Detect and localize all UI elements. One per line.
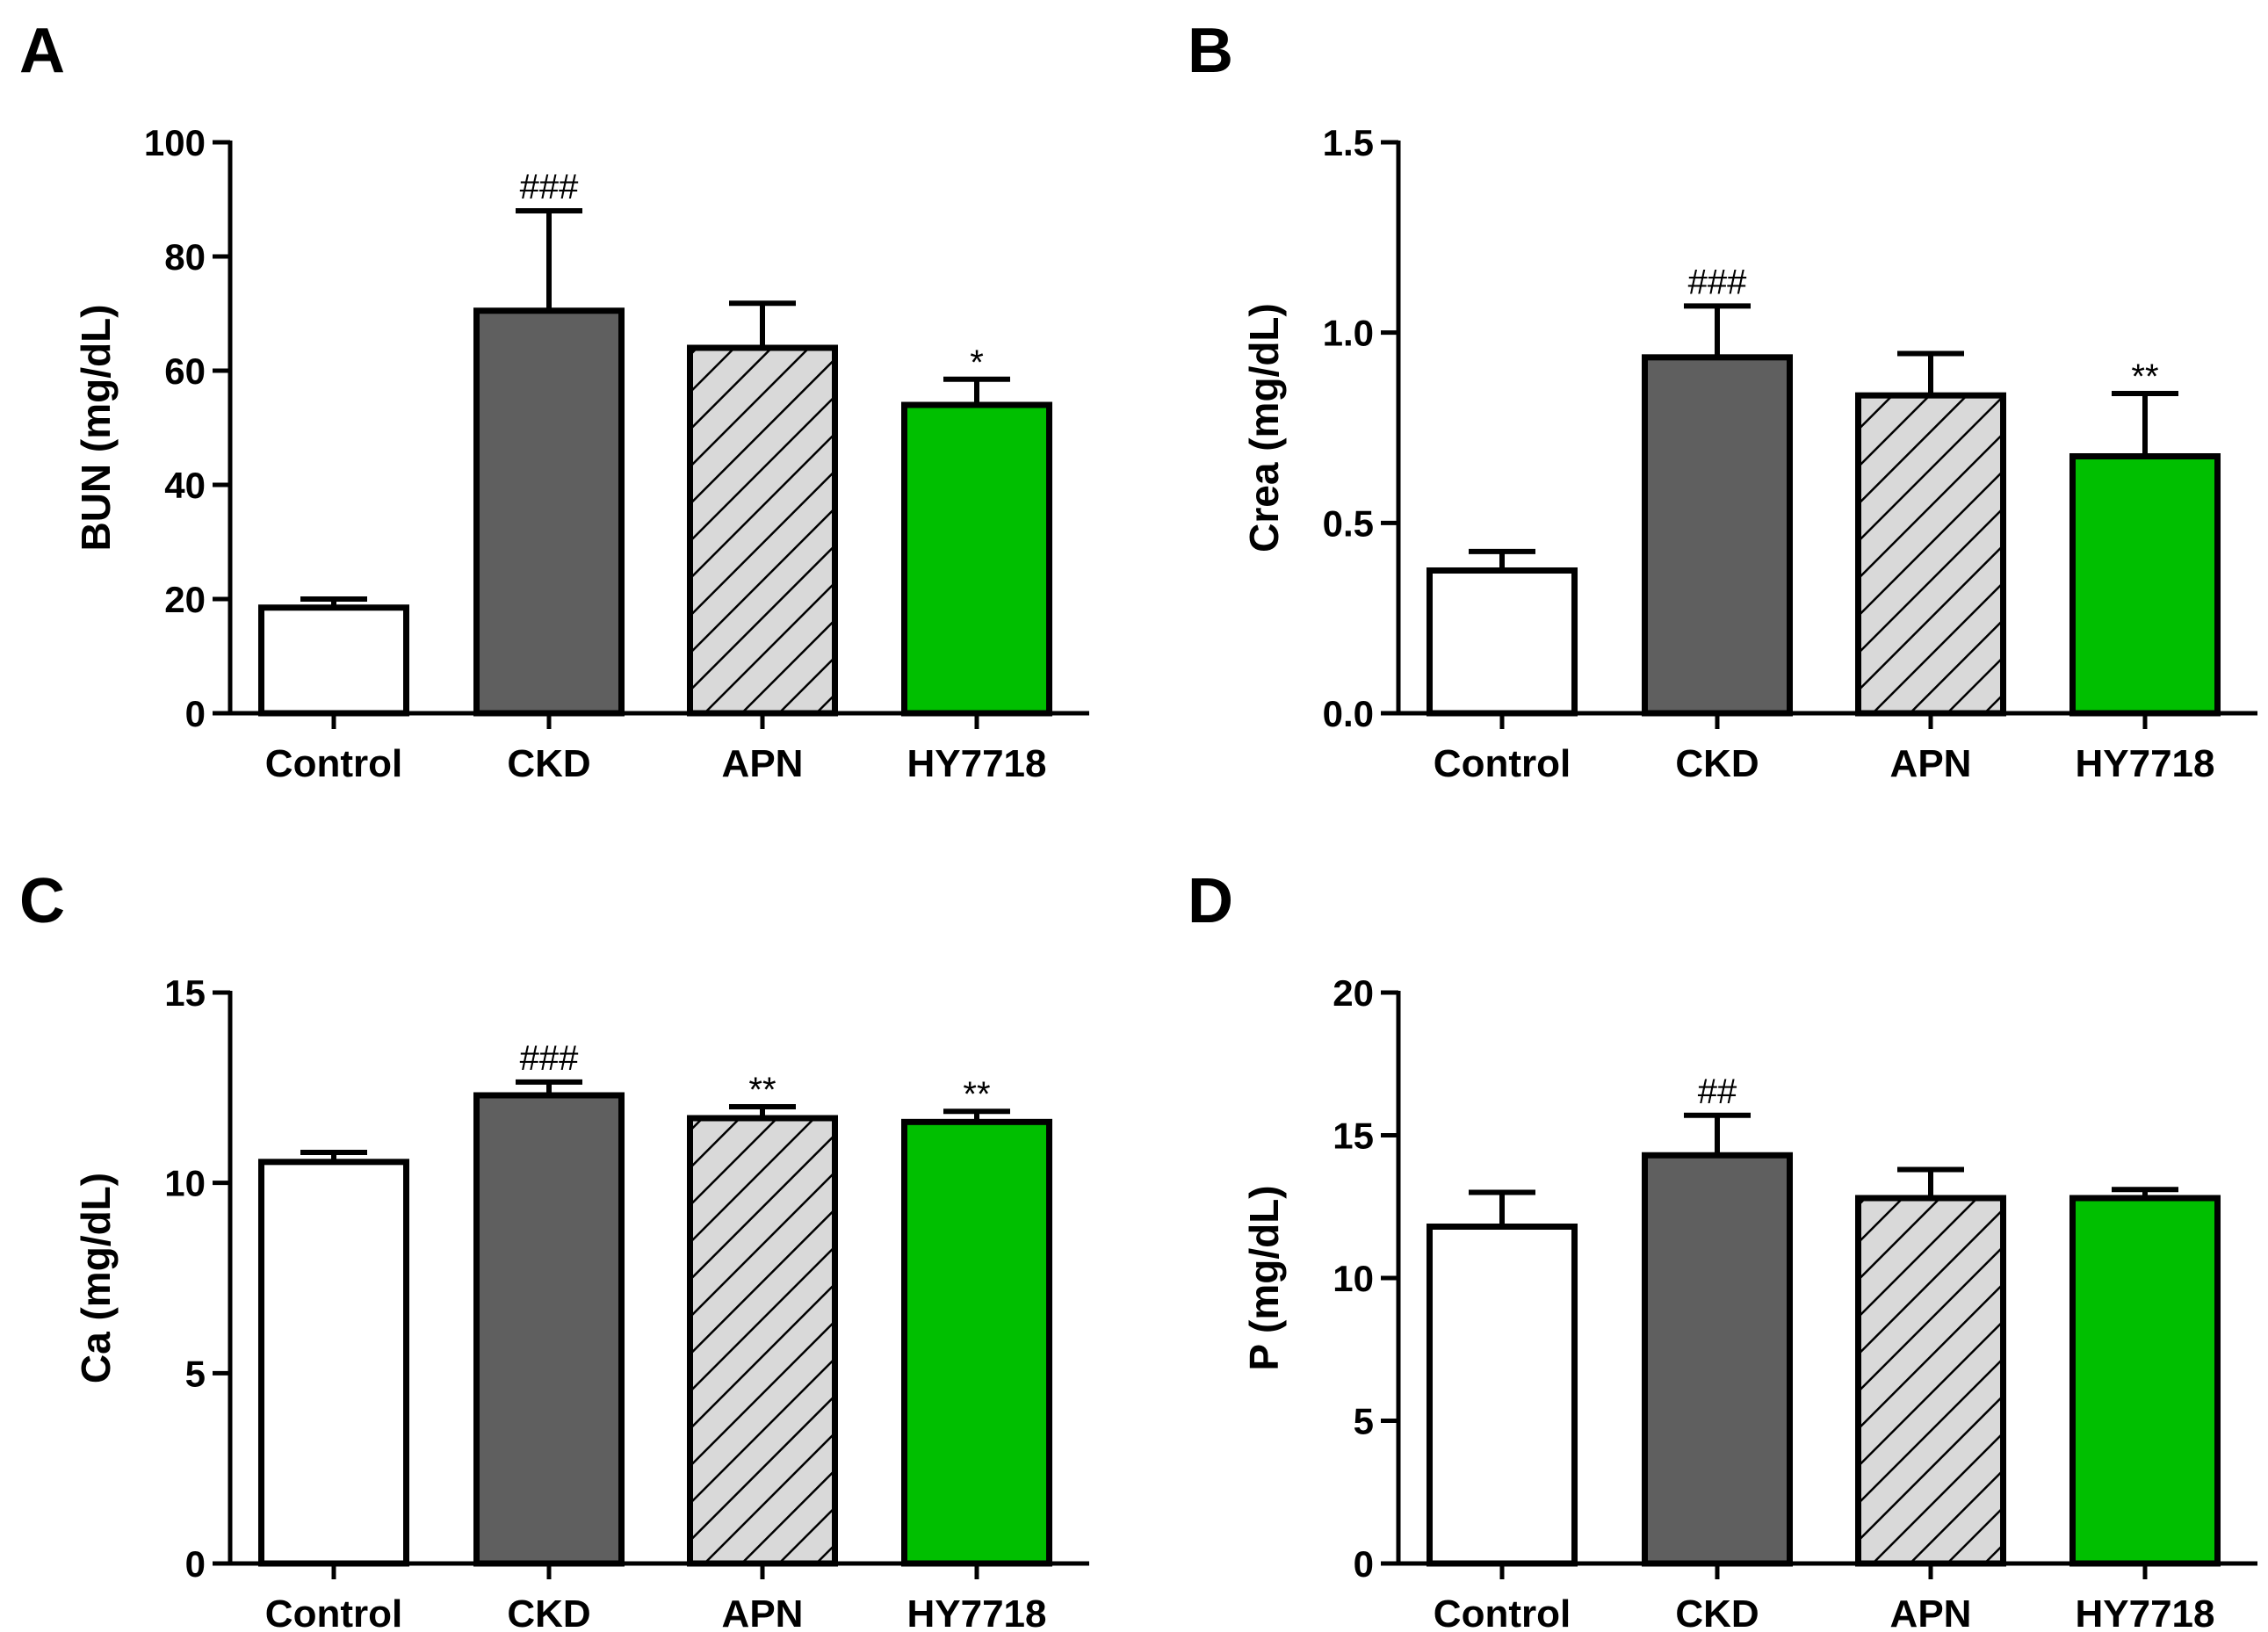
y-tick-label: 1.5: [1323, 122, 1374, 163]
y-tick-label: 0: [185, 693, 206, 734]
x-tick-label: APN: [722, 1592, 804, 1632]
x-tick-label: CKD: [507, 1592, 590, 1632]
x-tick-label: Control: [265, 1592, 402, 1632]
bar-hy7718: [901, 401, 1052, 717]
y-tick-label: 5: [185, 1353, 206, 1394]
x-tick-label: Control: [265, 742, 402, 785]
y-tick-label: 0.5: [1323, 502, 1374, 544]
significance-label: ###: [520, 1039, 579, 1078]
bar-ckd: [1642, 1152, 1793, 1567]
y-tick-label: 100: [144, 122, 206, 163]
x-tick-label: HY7718: [2075, 742, 2214, 785]
x-tick-label: CKD: [507, 742, 590, 785]
x-tick-label: Control: [1434, 742, 1571, 785]
x-tick-label: HY7718: [906, 742, 1046, 785]
significance-label: **: [963, 1075, 990, 1114]
y-tick-label: 0.0: [1323, 693, 1374, 734]
y-tick-label: 0: [1354, 1543, 1374, 1585]
bar-apn: [1855, 392, 2006, 717]
panel-letter: D: [1188, 866, 1233, 936]
bar-hy7718: [2069, 1195, 2221, 1567]
bar-ckd: [473, 1092, 625, 1567]
significance-label: *: [970, 343, 984, 382]
y-tick-label: 5: [1354, 1401, 1374, 1442]
y-axis-label: Ca (mg/dL): [73, 1173, 119, 1383]
y-tick-label: 10: [164, 1163, 206, 1204]
y-axis-label: P (mg/dL): [1241, 1185, 1287, 1370]
significance-label: **: [2131, 357, 2158, 396]
y-tick-label: 10: [1333, 1258, 1374, 1299]
y-tick-label: 15: [164, 972, 206, 1014]
panel-letter: B: [1188, 16, 1233, 86]
x-tick-label: CKD: [1675, 742, 1759, 785]
bar-control: [258, 1159, 409, 1567]
bar-ckd: [473, 307, 625, 717]
x-tick-label: Control: [1434, 1592, 1571, 1632]
bar-apn: [1855, 1195, 2006, 1567]
y-tick-label: 0: [185, 1543, 206, 1585]
y-tick-label: 20: [1333, 972, 1374, 1014]
bar-ckd: [1642, 354, 1793, 717]
bar-control: [258, 604, 409, 717]
y-tick-label: 1.0: [1323, 313, 1374, 354]
bar-apn: [687, 344, 838, 717]
x-tick-label: APN: [1890, 742, 1972, 785]
panel-letter: A: [19, 16, 65, 86]
x-tick-label: APN: [1890, 1592, 1972, 1632]
y-tick-label: 60: [164, 350, 206, 392]
y-tick-label: 40: [164, 465, 206, 506]
x-tick-label: HY7718: [906, 1592, 1046, 1632]
significance-label: ###: [1688, 263, 1747, 301]
x-tick-label: HY7718: [2075, 1592, 2214, 1632]
y-axis-label: Crea (mg/dL): [1241, 303, 1287, 552]
y-tick-label: 15: [1333, 1116, 1374, 1157]
chart-panel-d: D P (mg/dL) 0 5 10 15 20 Control CKD ## APN HY7718: [1188, 866, 2257, 1632]
y-tick-label: 80: [164, 236, 206, 278]
y-tick-label: 20: [164, 579, 206, 620]
bar-apn: [687, 1115, 838, 1567]
bar-hy7718: [2069, 453, 2221, 717]
significance-label: ##: [1698, 1072, 1737, 1111]
significance-label: ###: [520, 168, 579, 206]
x-tick-label: CKD: [1675, 1592, 1759, 1632]
chart-panel-c: C Ca (mg/dL) 0 5 10 15 Control CKD ### APN ** HY771…: [19, 866, 1089, 1632]
bar-control: [1427, 1224, 1578, 1567]
x-tick-label: APN: [722, 742, 804, 785]
panel-letter: C: [19, 866, 65, 936]
chart-panel-b: B Crea (mg/dL) 0.0 0.5 1.0 1.5 Control CKD ### AP…: [1188, 16, 2257, 785]
significance-label: **: [748, 1071, 776, 1109]
bar-control: [1427, 567, 1578, 717]
chart-panel-a: A BUN (mg/dL) 0 20 40 60 80 100 Control CKD ### APN…: [19, 16, 1089, 785]
y-axis-label: BUN (mg/dL): [73, 304, 119, 551]
bar-hy7718: [901, 1118, 1052, 1567]
